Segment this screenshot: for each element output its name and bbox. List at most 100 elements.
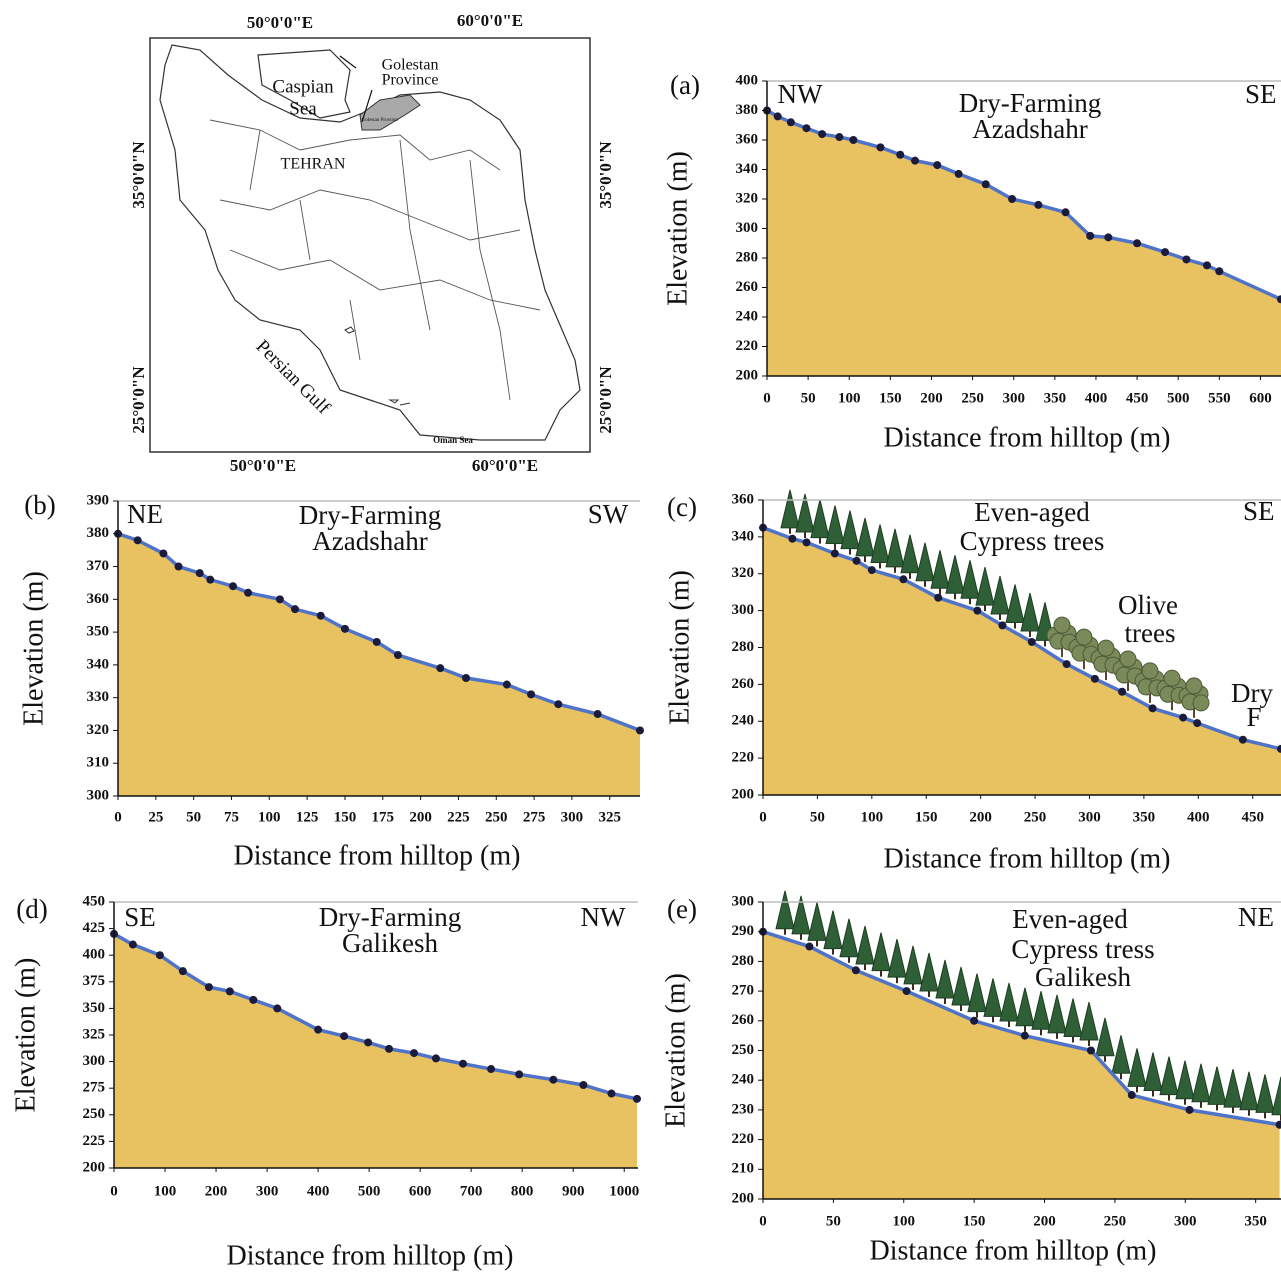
y-tick-label: 340: [732, 528, 755, 544]
point: [410, 1049, 419, 1058]
tree: [791, 895, 811, 935]
x-tick-label: 150: [915, 809, 938, 825]
map-label: Sea: [289, 98, 317, 119]
point: [316, 611, 325, 620]
tree: [810, 499, 830, 539]
point: [851, 966, 860, 975]
point: [462, 674, 470, 682]
x-axis-label: Distance from hilltop (m): [234, 840, 521, 871]
x-tick-label: 100: [154, 1183, 177, 1199]
y-tick-label: 200: [732, 1190, 755, 1206]
tree: [951, 966, 971, 1006]
x-tick-label: 150: [879, 390, 902, 406]
area: [114, 933, 637, 1168]
tree: [795, 493, 815, 533]
annotation: Cypress trees: [960, 526, 1105, 556]
point: [1034, 200, 1043, 209]
olive-crown: [1119, 650, 1137, 668]
coord-label: 35°0'0"N: [129, 141, 148, 209]
x-tick-label: 0: [114, 809, 122, 825]
annotation: Dry-Farming: [299, 500, 441, 530]
y-tick-label: 250: [83, 1106, 106, 1122]
map-label: Oman Sea: [433, 435, 473, 445]
x-tick-label: 400: [1187, 809, 1210, 825]
x-tick-label: 800: [511, 1183, 534, 1199]
x-tick-label: 600: [1249, 390, 1272, 406]
point: [1179, 713, 1188, 722]
tree: [900, 534, 920, 574]
tree: [840, 510, 860, 550]
point: [385, 1044, 394, 1053]
x-tick-label: 75: [224, 809, 239, 825]
x-tick-label: 200: [205, 1183, 228, 1199]
x-axis-label: Distance from hilltop (m): [884, 422, 1171, 453]
point: [174, 562, 183, 571]
y-tick-label: 220: [732, 750, 755, 766]
y-axis-label: Elevation (m): [10, 958, 41, 1113]
point: [593, 710, 602, 719]
x-tick-label: 500: [358, 1183, 381, 1199]
annotation: Dry-Farming: [319, 902, 461, 932]
point: [436, 664, 445, 673]
x-tick-label: 250: [961, 390, 984, 406]
tree: [855, 925, 875, 965]
y-tick-label: 360: [732, 491, 755, 507]
panel-label: (a): [670, 70, 700, 100]
line: [762, 930, 1280, 1127]
point: [291, 605, 300, 614]
point: [249, 995, 258, 1004]
point: [195, 569, 204, 578]
point: [206, 575, 215, 584]
x-tick-label: 50: [186, 809, 201, 825]
tree: [1015, 987, 1035, 1027]
coord-label: 25°0'0"N: [129, 366, 148, 434]
y-axis-label: Elevation (m): [18, 571, 49, 726]
x-tick-label: 450: [1241, 809, 1264, 825]
point: [502, 680, 511, 689]
x-tick-label: 1000: [609, 1183, 639, 1199]
x-tick-label: 0: [759, 809, 767, 825]
y-tick-label: 380: [736, 102, 759, 118]
point: [1277, 295, 1281, 304]
point: [607, 1089, 616, 1098]
tree: [1127, 1048, 1147, 1087]
tree: [825, 505, 845, 545]
tree: [1063, 998, 1083, 1037]
x-tick-label: 100: [861, 809, 884, 825]
annotation: Dry: [1231, 678, 1273, 708]
tree: [930, 550, 950, 589]
olive-crown: [1141, 662, 1159, 680]
y-tick-label: 300: [83, 1053, 106, 1069]
tree: [975, 566, 995, 606]
point: [867, 566, 876, 575]
x-tick-label: 125: [296, 809, 319, 825]
point: [1104, 233, 1113, 242]
tree: [1191, 1063, 1211, 1103]
point: [1061, 208, 1070, 217]
point: [1215, 267, 1224, 276]
area: [767, 110, 1281, 376]
islands: [344, 326, 411, 406]
y-tick-label: 270: [732, 983, 755, 999]
annotation: Azadshahr: [312, 526, 427, 556]
province-borders: [209, 119, 541, 401]
point: [204, 983, 213, 992]
tree: [1079, 1001, 1099, 1041]
golestan-province: [359, 94, 421, 131]
area: [118, 533, 640, 796]
point: [954, 169, 963, 178]
x-tick-label: 450: [1126, 390, 1149, 406]
y-tick-label: 220: [732, 1131, 755, 1147]
tree: [935, 959, 955, 999]
tree: [823, 910, 843, 950]
y-tick-label: 300: [732, 602, 755, 618]
point: [911, 156, 920, 165]
x-tick-label: 300: [1002, 390, 1025, 406]
point: [275, 595, 284, 604]
annotation: Azadshahr: [972, 114, 1087, 144]
point: [554, 700, 563, 709]
country-outline: [159, 44, 581, 441]
point: [1008, 195, 1017, 203]
y-tick-label: 200: [83, 1159, 106, 1175]
x-tick-label: 200: [1033, 1213, 1056, 1229]
